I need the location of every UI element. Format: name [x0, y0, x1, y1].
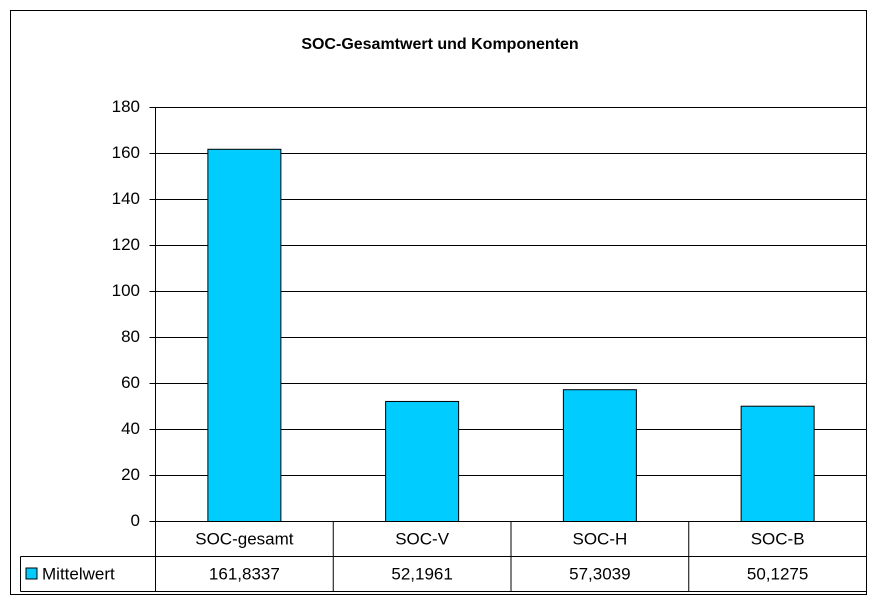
data-table-value: 161,8337: [209, 564, 280, 583]
x-tick-label: SOC-H: [572, 529, 627, 548]
y-tick-label: 60: [121, 373, 140, 392]
y-tick-label: 80: [121, 327, 140, 346]
y-tick-label: 140: [112, 189, 140, 208]
x-tick-label: SOC-gesamt: [195, 529, 294, 548]
y-tick-label: 120: [112, 235, 140, 254]
x-tick-label: SOC-V: [395, 529, 450, 548]
x-tick-label: SOC-B: [751, 529, 805, 548]
y-tick-label: 20: [121, 465, 140, 484]
data-table-value: 50,1275: [747, 564, 808, 583]
data-table-value: 57,3039: [569, 564, 630, 583]
y-tick-label: 160: [112, 143, 140, 162]
bar: [385, 400, 460, 523]
legend-swatch: [25, 567, 38, 580]
y-tick-label: 100: [112, 281, 140, 300]
data-table-value: 52,1961: [391, 564, 452, 583]
chart-title: SOC-Gesamtwert und Komponenten: [301, 36, 578, 53]
legend-label: Mittelwert: [42, 564, 115, 583]
bar: [562, 389, 637, 522]
y-tick-label: 40: [121, 419, 140, 438]
bar: [740, 405, 815, 523]
bar: [207, 148, 282, 522]
y-tick-label: 0: [131, 511, 140, 530]
y-tick-label: 180: [112, 97, 140, 116]
